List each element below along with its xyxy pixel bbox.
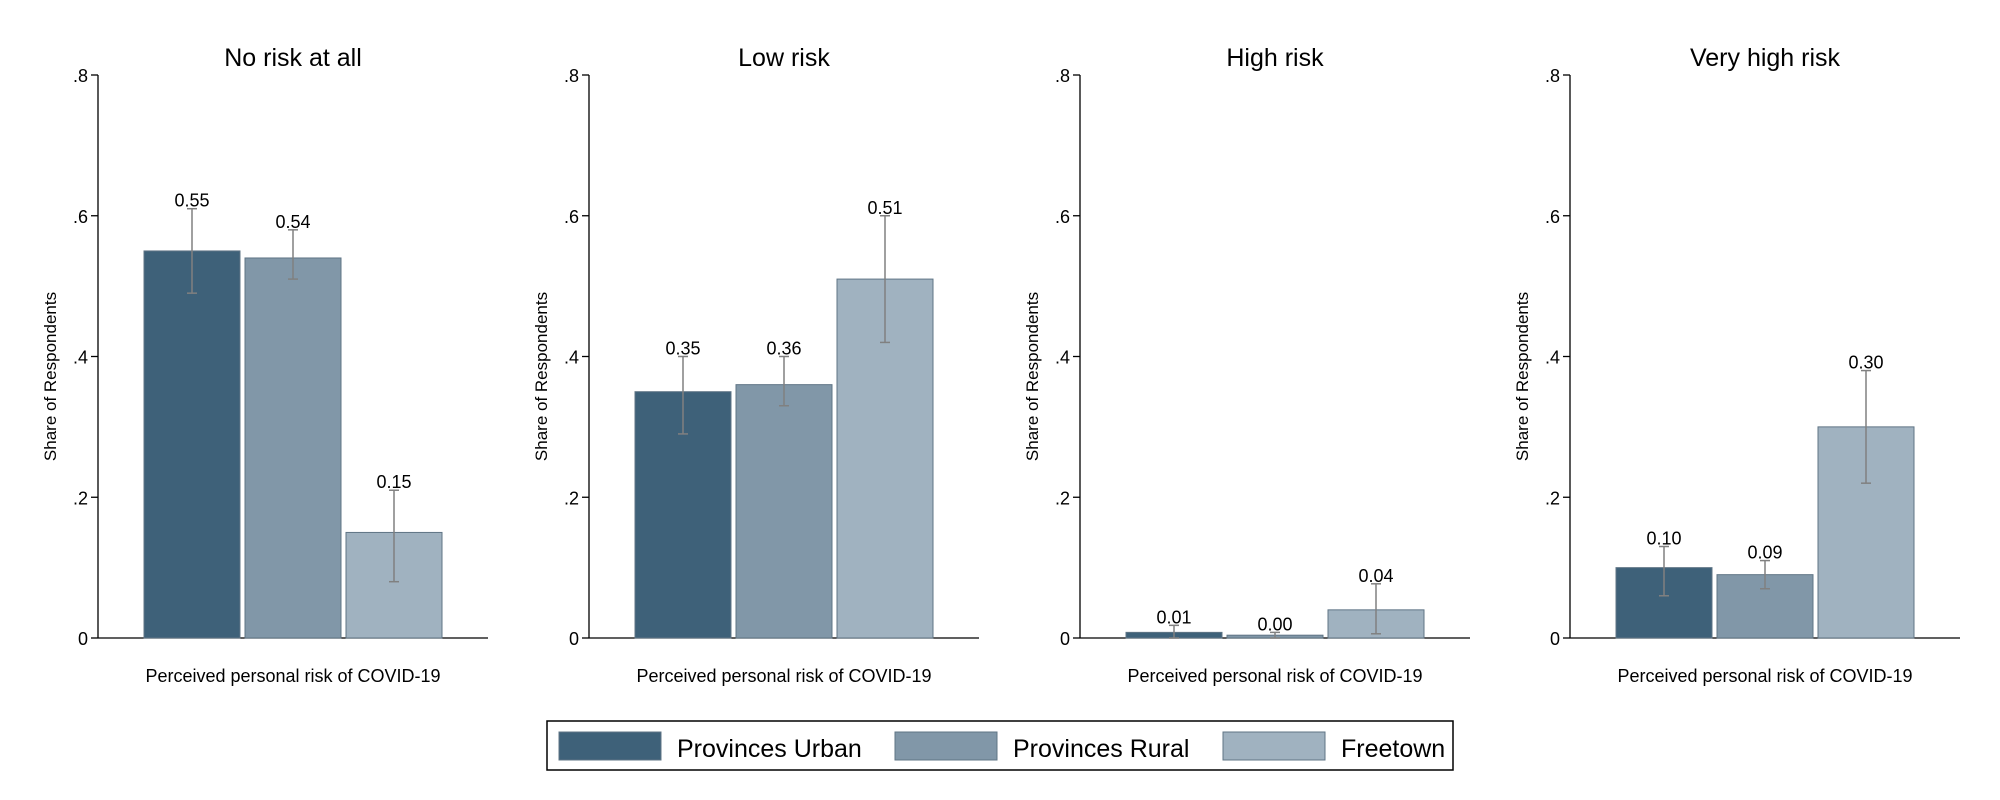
panel-high-risk: High risk 0 .2 .4 .6 .8 Share of Respondents Pe… (1023, 44, 1470, 686)
panel-low-risk: Low risk 0 .2 .4 .6 .8 Share of Respondents Per… (532, 44, 979, 686)
data-label: 0.51 (867, 198, 902, 218)
y-tick-label: 0 (569, 629, 579, 649)
y-tick-label: .4 (1055, 348, 1070, 368)
data-label: 0.54 (275, 212, 310, 232)
x-axis-label: Perceived personal risk of COVID-19 (1127, 666, 1422, 686)
y-axis-label: Share of Respondents (1513, 292, 1532, 461)
x-axis-label: Perceived personal risk of COVID-19 (1617, 666, 1912, 686)
y-axis-label: Share of Respondents (41, 292, 60, 461)
bar-provinces-rural (735, 384, 833, 639)
y-tick-label: .6 (1055, 207, 1070, 227)
panel-title: Very high risk (1690, 44, 1841, 72)
y-tick-label: 0 (1060, 629, 1070, 649)
y-axis-label: Share of Respondents (532, 292, 551, 461)
data-label: 0.00 (1257, 614, 1292, 634)
data-label: 0.55 (174, 191, 209, 211)
panel-very-high-risk: Very high risk 0 .2 .4 .6 .8 Share of Responde… (1513, 44, 1960, 686)
y-tick-label: .8 (1055, 66, 1070, 86)
bar-provinces-rural (244, 257, 342, 639)
data-label: 0.35 (665, 339, 700, 359)
data-label: 0.10 (1646, 529, 1681, 549)
y-tick-label: .6 (73, 207, 88, 227)
y-tick-label: .2 (564, 488, 579, 508)
y-tick-label: .2 (73, 488, 88, 508)
legend-swatch-provinces-rural (894, 731, 998, 761)
y-tick-label: .6 (1545, 207, 1560, 227)
x-axis-label: Perceived personal risk of COVID-19 (636, 666, 931, 686)
panel-title: No risk at all (224, 44, 362, 72)
legend-swatch-provinces-urban (558, 731, 662, 761)
y-tick-label: 0 (1550, 629, 1560, 649)
y-tick-label: .8 (73, 66, 88, 86)
y-tick-label: .2 (1055, 488, 1070, 508)
data-label: 0.15 (376, 472, 411, 492)
legend: Provinces Urban Provinces Rural Freetown (546, 720, 1454, 771)
y-tick-label: 0 (78, 629, 88, 649)
data-label: 0.30 (1848, 353, 1883, 373)
y-tick-label: .6 (564, 207, 579, 227)
y-axis-label: Share of Respondents (1023, 292, 1042, 461)
y-tick-label: .4 (73, 348, 88, 368)
bar-provinces-urban (143, 250, 241, 639)
y-tick-label: .4 (564, 348, 579, 368)
y-tick-label: .2 (1545, 488, 1560, 508)
chart-panels: No risk at all 0 .2 .4 .6 .8 Share of Responde… (41, 44, 1960, 686)
y-tick-label: .4 (1545, 348, 1560, 368)
legend-label-freetown: Freetown (1341, 735, 1445, 763)
legend-label-provinces-rural: Provinces Rural (1013, 735, 1189, 763)
x-axis-label: Perceived personal risk of COVID-19 (145, 666, 440, 686)
data-label: 0.04 (1358, 566, 1393, 586)
y-tick-label: .8 (564, 66, 579, 86)
panel-title: Low risk (738, 44, 830, 72)
y-tick-label: .8 (1545, 66, 1560, 86)
data-label: 0.36 (766, 339, 801, 359)
data-label: 0.09 (1747, 543, 1782, 563)
panel-no-risk-at-all: No risk at all 0 .2 .4 .6 .8 Share of Responde… (41, 44, 488, 686)
legend-swatch-freetown (1222, 731, 1326, 761)
legend-label-provinces-urban: Provinces Urban (677, 735, 862, 763)
data-label: 0.01 (1156, 607, 1191, 627)
panel-title: High risk (1226, 44, 1324, 72)
bar-provinces-urban (1615, 567, 1713, 639)
